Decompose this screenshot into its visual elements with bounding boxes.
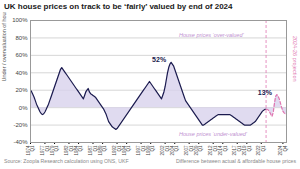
svg-text:2022Q1: 2022Q1 (256, 145, 266, 156)
svg-text:1987Q1: 1987Q1 (88, 145, 98, 156)
svg-text:2024Q4: 2024Q4 (278, 145, 288, 156)
svg-text:-40%: -40% (13, 139, 28, 145)
svg-text:80%: 80% (15, 34, 28, 40)
svg-text:Under / overvaluation of house: Under / overvaluation of house prices (1, 12, 7, 82)
svg-text:40%: 40% (15, 69, 28, 75)
svg-text:2002Q1: 2002Q1 (160, 145, 170, 156)
svg-text:1984Q1: 1984Q1 (74, 145, 84, 156)
svg-text:1997Q1: 1997Q1 (136, 145, 146, 156)
svg-text:2007Q1: 2007Q1 (184, 145, 194, 156)
html-text:UK house prices on track to be: UK house prices on track to be ‘fairly’ … (4, 2, 233, 11)
html-text:Source: Zoopla Research calcul: Source: Zoopla Research calculation usin… (4, 157, 129, 164)
svg-text:2017Q1: 2017Q1 (232, 145, 242, 156)
svg-text:1982Q1: 1982Q1 (64, 145, 74, 156)
svg-text:1974Q1: 1974Q1 (26, 145, 35, 156)
svg-text:1989Q1: 1989Q1 (98, 145, 108, 156)
svg-text:100%: 100% (12, 17, 28, 23)
svg-text:2019Q1: 2019Q1 (242, 145, 252, 156)
svg-text:1979Q1: 1979Q1 (50, 145, 60, 156)
html-text:Difference between actual & af: Difference between actual & affordable h… (175, 157, 296, 164)
svg-text:2024-26 projection: 2024-26 projection (292, 36, 298, 82)
svg-text:1994Q1: 1994Q1 (122, 145, 132, 156)
svg-text:2004Q1: 2004Q1 (170, 145, 180, 156)
svg-text:House prices ‘over-valued’: House prices ‘over-valued’ (179, 31, 244, 37)
svg-text:0%: 0% (19, 104, 28, 110)
svg-text:2009Q1: 2009Q1 (194, 145, 204, 156)
svg-text:1992Q1: 1992Q1 (112, 145, 122, 156)
svg-text:2012Q1: 2012Q1 (208, 145, 218, 156)
svg-text:52%: 52% (152, 56, 167, 63)
svg-text:1977Q1: 1977Q1 (40, 145, 50, 156)
svg-text:House prices ‘under-valued’: House prices ‘under-valued’ (179, 131, 248, 137)
svg-text:1999Q1: 1999Q1 (146, 145, 156, 156)
svg-text:60%: 60% (15, 52, 28, 58)
svg-text:2014Q1: 2014Q1 (218, 145, 228, 156)
svg-text:13%: 13% (258, 88, 273, 95)
svg-text:-20%: -20% (13, 122, 28, 128)
svg-text:20%: 20% (15, 87, 28, 93)
